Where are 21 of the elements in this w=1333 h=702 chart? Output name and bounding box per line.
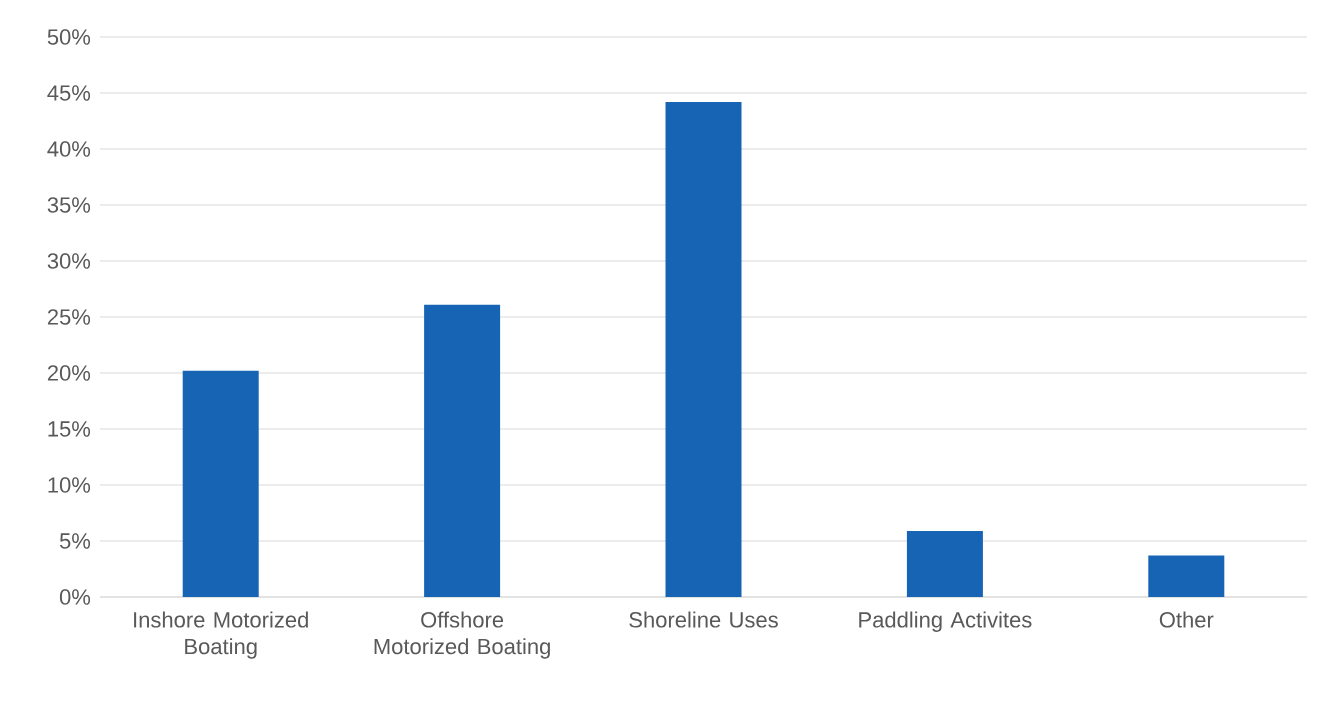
- y-tick-label: 0%: [59, 589, 91, 605]
- x-tick-label: Inshore Motorized Boating: [134, 611, 308, 659]
- y-tick-label: 25%: [47, 309, 91, 325]
- y-tick-label: 5%: [59, 533, 91, 549]
- y-tick-label: 20%: [47, 365, 91, 381]
- bar: [906, 530, 983, 597]
- bar: [665, 101, 742, 597]
- y-tick-label: 10%: [48, 477, 91, 493]
- y-tick-label: 30%: [47, 253, 91, 269]
- x-tick-label: Paddling Activites: [859, 611, 1032, 632]
- y-tick-label: 45%: [47, 85, 91, 101]
- y-tick-label: 40%: [47, 141, 91, 157]
- bar: [182, 370, 259, 597]
- y-tick-label: 50%: [47, 29, 91, 45]
- y-tick-label: 35%: [47, 197, 91, 213]
- y-tick-label: 15%: [48, 421, 91, 437]
- bar: [1148, 555, 1225, 597]
- bar: [424, 304, 501, 597]
- x-tick-label: Offshore Motorized Boating: [374, 611, 550, 659]
- x-tick-label: Other: [1159, 611, 1214, 628]
- x-tick-label: Shoreline Uses: [629, 611, 778, 628]
